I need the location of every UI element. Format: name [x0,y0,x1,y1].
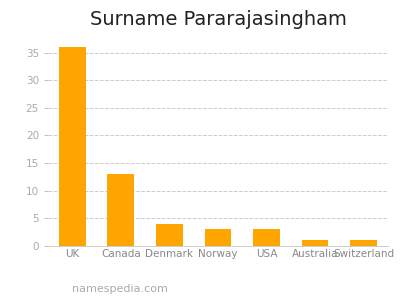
Bar [205,230,231,246]
Bar [156,224,183,246]
Bar [253,230,280,246]
Bar [59,47,86,246]
Bar [302,241,328,246]
Title: Surname Pararajasingham: Surname Pararajasingham [90,10,346,29]
Bar [350,241,377,246]
Bar [108,174,134,246]
Text: namespedia.com: namespedia.com [72,284,168,294]
